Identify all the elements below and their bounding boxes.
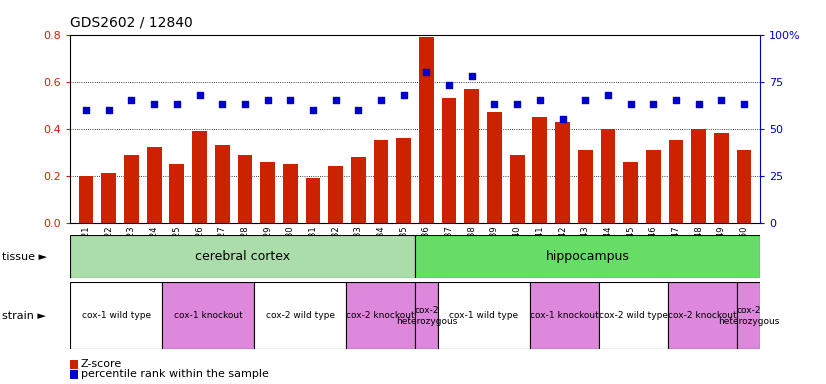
Point: [306, 107, 320, 113]
Text: cox-2
heterozygous: cox-2 heterozygous: [396, 306, 458, 326]
Text: cox-1 knockout: cox-1 knockout: [173, 311, 243, 320]
Bar: [162, 282, 254, 349]
Bar: [624, 162, 638, 223]
Point: [374, 98, 387, 104]
Bar: [254, 282, 346, 349]
Point: [102, 107, 116, 113]
Point: [488, 101, 501, 107]
Bar: [192, 131, 206, 223]
Text: cox-1 knockout: cox-1 knockout: [530, 311, 599, 320]
Bar: [737, 150, 752, 223]
Bar: [442, 98, 457, 223]
Bar: [124, 154, 139, 223]
Point: [397, 92, 411, 98]
Point: [510, 101, 524, 107]
Bar: [510, 154, 525, 223]
Bar: [599, 282, 668, 349]
Text: cerebral cortex: cerebral cortex: [195, 250, 290, 263]
Point: [601, 92, 615, 98]
Point: [714, 98, 728, 104]
Text: cox-1 wild type: cox-1 wild type: [82, 311, 151, 320]
Point: [579, 98, 592, 104]
Bar: [487, 112, 502, 223]
Text: hippocampus: hippocampus: [545, 250, 629, 263]
Bar: [396, 138, 411, 223]
Bar: [646, 150, 661, 223]
Point: [465, 73, 478, 79]
Bar: [78, 176, 93, 223]
Point: [148, 101, 161, 107]
Bar: [169, 164, 184, 223]
Bar: [238, 154, 252, 223]
Bar: [70, 235, 415, 278]
Bar: [283, 164, 297, 223]
Point: [238, 101, 251, 107]
Text: tissue ►: tissue ►: [2, 252, 46, 262]
Bar: [533, 117, 547, 223]
Bar: [668, 141, 683, 223]
Text: GDS2602 / 12840: GDS2602 / 12840: [70, 15, 193, 29]
Bar: [415, 235, 760, 278]
Text: cox-2 wild type: cox-2 wild type: [266, 311, 335, 320]
Point: [216, 101, 229, 107]
Bar: [351, 157, 366, 223]
Point: [738, 101, 751, 107]
Bar: [415, 282, 438, 349]
Point: [193, 92, 206, 98]
Bar: [419, 37, 434, 223]
Point: [79, 107, 93, 113]
Bar: [260, 162, 275, 223]
Point: [283, 98, 297, 104]
Bar: [346, 282, 415, 349]
Bar: [737, 282, 760, 349]
Text: cox-1 wild type: cox-1 wild type: [449, 311, 519, 320]
Point: [329, 98, 342, 104]
Bar: [147, 147, 162, 223]
Point: [624, 101, 637, 107]
Point: [125, 98, 138, 104]
Text: cox-2
heterozygous: cox-2 heterozygous: [718, 306, 779, 326]
Bar: [306, 178, 320, 223]
Bar: [70, 282, 162, 349]
Point: [352, 107, 365, 113]
Bar: [102, 173, 116, 223]
Text: cox-2 wild type: cox-2 wild type: [599, 311, 668, 320]
Text: Z-score: Z-score: [81, 359, 122, 369]
Bar: [578, 150, 592, 223]
Bar: [714, 133, 729, 223]
Text: percentile rank within the sample: percentile rank within the sample: [81, 369, 268, 379]
Point: [443, 82, 456, 88]
Point: [692, 101, 705, 107]
Bar: [373, 141, 388, 223]
Bar: [691, 129, 706, 223]
Point: [170, 101, 183, 107]
Point: [556, 116, 569, 122]
Point: [669, 98, 682, 104]
Text: cox-2 knockout: cox-2 knockout: [346, 311, 415, 320]
Bar: [668, 282, 737, 349]
Bar: [438, 282, 530, 349]
Point: [261, 98, 274, 104]
Text: strain ►: strain ►: [2, 311, 45, 321]
Bar: [215, 145, 230, 223]
Point: [647, 101, 660, 107]
Bar: [530, 282, 599, 349]
Bar: [601, 129, 615, 223]
Point: [534, 98, 547, 104]
Bar: [555, 122, 570, 223]
Bar: [328, 166, 343, 223]
Bar: [464, 89, 479, 223]
Text: cox-2 knockout: cox-2 knockout: [668, 311, 737, 320]
Point: [420, 69, 433, 75]
